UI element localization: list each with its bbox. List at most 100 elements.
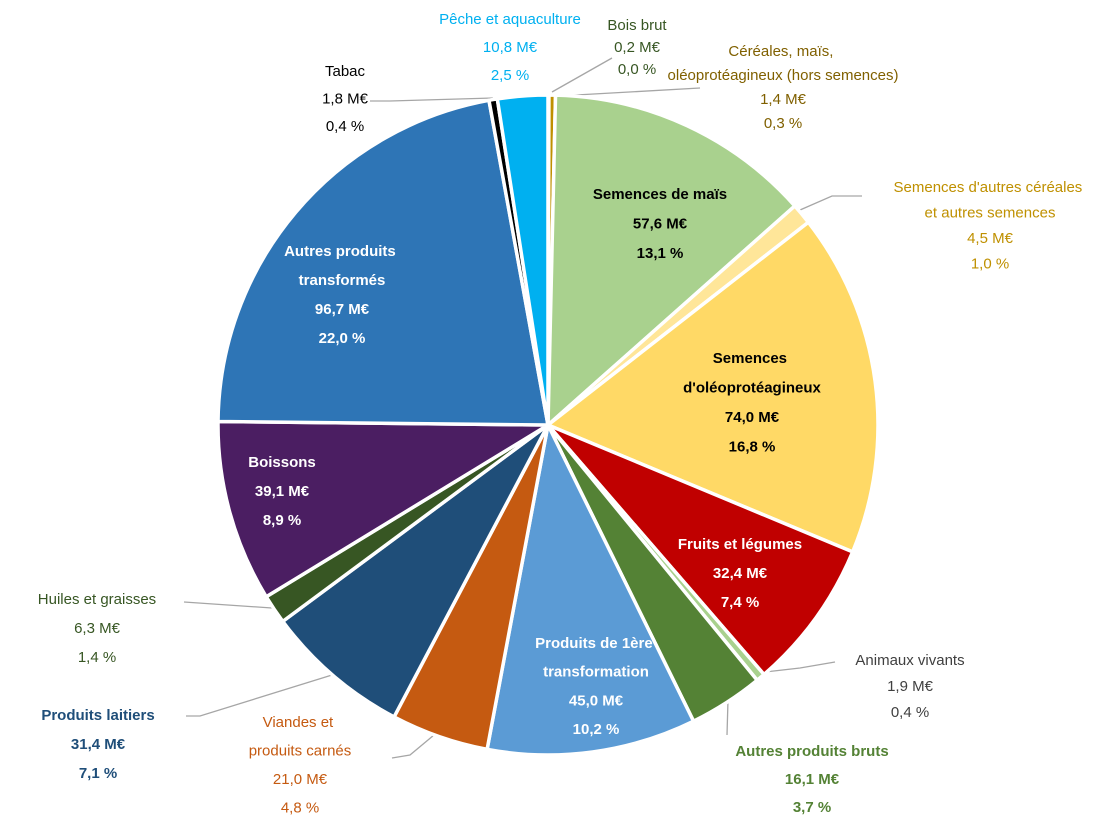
- label-line: Huiles et graisses: [38, 591, 156, 608]
- percent-label: 7,1 %: [79, 765, 117, 782]
- data-label: Céréales, maïs, oléoprotéagineux (hors s…: [668, 43, 899, 132]
- category-label: Tabac: [325, 63, 366, 80]
- leader-line: [557, 87, 701, 97]
- percent-label: 22,0 %: [319, 330, 366, 347]
- leader-line: [370, 97, 494, 102]
- percent-label: 10,2 %: [573, 721, 620, 738]
- value-label: 1,8 M€: [322, 90, 369, 107]
- data-label: Autres produits bruts 16,1 M€ 3,7 %: [735, 743, 888, 816]
- leader-line: [186, 674, 333, 717]
- data-label: Boissons 39,1 M€ 8,9 %: [248, 454, 316, 529]
- leader-line: [551, 57, 613, 93]
- percent-label: 0,3 %: [764, 115, 802, 132]
- percent-label: 0,0 %: [618, 61, 656, 78]
- label-line: Autres produits bruts: [735, 743, 888, 760]
- pie-slice: [495, 93, 550, 427]
- percent-label: 16,8 %: [729, 438, 776, 455]
- pie-slice: [216, 419, 550, 599]
- label-line: Boissons: [248, 454, 316, 471]
- value-label: 74,0 M€: [725, 409, 780, 426]
- label-line: Autres produits: [284, 243, 400, 260]
- pie-slice: [281, 423, 550, 719]
- leader-line: [183, 601, 273, 609]
- percent-label: 1,0 %: [971, 255, 1009, 272]
- pie-slice: [546, 220, 880, 554]
- leader-line: [764, 661, 836, 673]
- value-label: 6,3 M€: [74, 620, 121, 637]
- value-label: 96,7 M€: [315, 301, 370, 318]
- label-line: Semences d'autres céréales: [894, 179, 1087, 196]
- value-label: 57,6 M€: [633, 215, 688, 232]
- label-line: Animaux vivants: [855, 652, 964, 669]
- data-label: Semences d'autres céréales et autres sem…: [894, 179, 1087, 273]
- category-label: Boissons: [248, 454, 316, 471]
- data-label: Tabac 1,8 M€ 0,4 %: [322, 63, 369, 135]
- label-line: Pêche et aquaculture: [439, 11, 581, 28]
- label-line: transformés: [299, 272, 386, 289]
- pie-slice: [485, 423, 696, 757]
- value-label: 31,4 M€: [71, 736, 126, 753]
- label-line: Fruits et légumes: [678, 536, 802, 553]
- data-label: Produits de 1ère transformation 45,0 M€ 10…: [535, 635, 657, 738]
- label-line: transformation: [543, 664, 649, 681]
- percent-label: 7,4 %: [721, 594, 759, 611]
- data-label: Animaux vivants 1,9 M€ 0,4 %: [855, 652, 964, 721]
- category-label: Semences de maïs: [593, 186, 727, 203]
- category-label: Céréales, maïs, oléoprotéagineux (hors s…: [668, 43, 899, 84]
- category-label: Semences d'oléoprotéagineux: [683, 350, 821, 397]
- data-label: Pêche et aquaculture 10,8 M€ 2,5 %: [439, 11, 581, 84]
- data-label: Bois brut 0,2 M€ 0,0 %: [607, 17, 667, 78]
- category-label: Semences d'autres céréales et autres sem…: [894, 179, 1087, 222]
- percent-label: 8,9 %: [263, 512, 301, 529]
- data-label: Autres produits transformés 96,7 M€ 22,0 %: [284, 243, 400, 347]
- data-label: Semences d'oléoprotéagineux 74,0 M€ 16,8 %: [683, 350, 821, 456]
- value-label: 32,4 M€: [713, 565, 768, 582]
- label-line: Tabac: [325, 63, 366, 80]
- category-label: Autres produits transformés: [284, 243, 400, 289]
- label-line: oléoprotéagineux (hors semences): [668, 67, 899, 84]
- data-label: Huiles et graisses 6,3 M€ 1,4 %: [38, 591, 156, 666]
- pie-slice: [546, 93, 797, 427]
- percent-label: 4,8 %: [281, 799, 319, 816]
- category-label: Fruits et légumes: [678, 536, 802, 553]
- value-label: 1,4 M€: [760, 91, 807, 108]
- label-line: Semences: [713, 350, 791, 367]
- pie-slice: [216, 98, 550, 427]
- value-label: 21,0 M€: [273, 771, 328, 788]
- value-label: 16,1 M€: [785, 771, 840, 788]
- pie: [216, 93, 880, 757]
- data-label: Viandes et produits carnés 21,0 M€ 4,8 %: [249, 714, 352, 817]
- percent-label: 3,7 %: [793, 799, 831, 816]
- category-label: Viandes et produits carnés: [249, 714, 352, 760]
- pie-slice: [546, 423, 855, 677]
- data-label: Fruits et légumes 32,4 M€ 7,4 %: [678, 536, 802, 611]
- label-line: Céréales, maïs,: [728, 43, 837, 60]
- label-line: et autres semences: [925, 204, 1056, 221]
- value-label: 39,1 M€: [255, 483, 310, 500]
- category-label: Huiles et graisses: [38, 591, 156, 608]
- percent-label: 2,5 %: [491, 67, 529, 84]
- value-label: 1,9 M€: [887, 678, 934, 695]
- data-label: Semences de maïs 57,6 M€ 13,1 %: [593, 186, 727, 262]
- category-label: Produits de 1ère transformation: [535, 635, 657, 681]
- percent-label: 0,4 %: [326, 118, 364, 135]
- category-label: Autres produits bruts: [735, 743, 888, 760]
- percent-label: 1,4 %: [78, 649, 116, 666]
- value-label: 4,5 M€: [967, 230, 1014, 247]
- label-line: d'oléoprotéagineux: [683, 379, 821, 396]
- label-line: Produits de 1ère: [535, 635, 657, 652]
- leader-line: [726, 699, 729, 736]
- percent-label: 13,1 %: [637, 245, 684, 262]
- category-label: Bois brut: [607, 17, 667, 34]
- leader-lines: [183, 57, 862, 759]
- category-label: Produits laitiers: [41, 707, 154, 724]
- label-line: produits carnés: [249, 742, 352, 759]
- label-line: Semences de maïs: [593, 186, 727, 203]
- value-label: 45,0 M€: [569, 692, 624, 709]
- leader-line: [799, 195, 862, 211]
- value-label: 0,2 M€: [614, 39, 661, 56]
- percent-label: 0,4 %: [891, 704, 929, 721]
- label-line: Produits laitiers: [41, 707, 154, 724]
- leader-line: [391, 729, 441, 759]
